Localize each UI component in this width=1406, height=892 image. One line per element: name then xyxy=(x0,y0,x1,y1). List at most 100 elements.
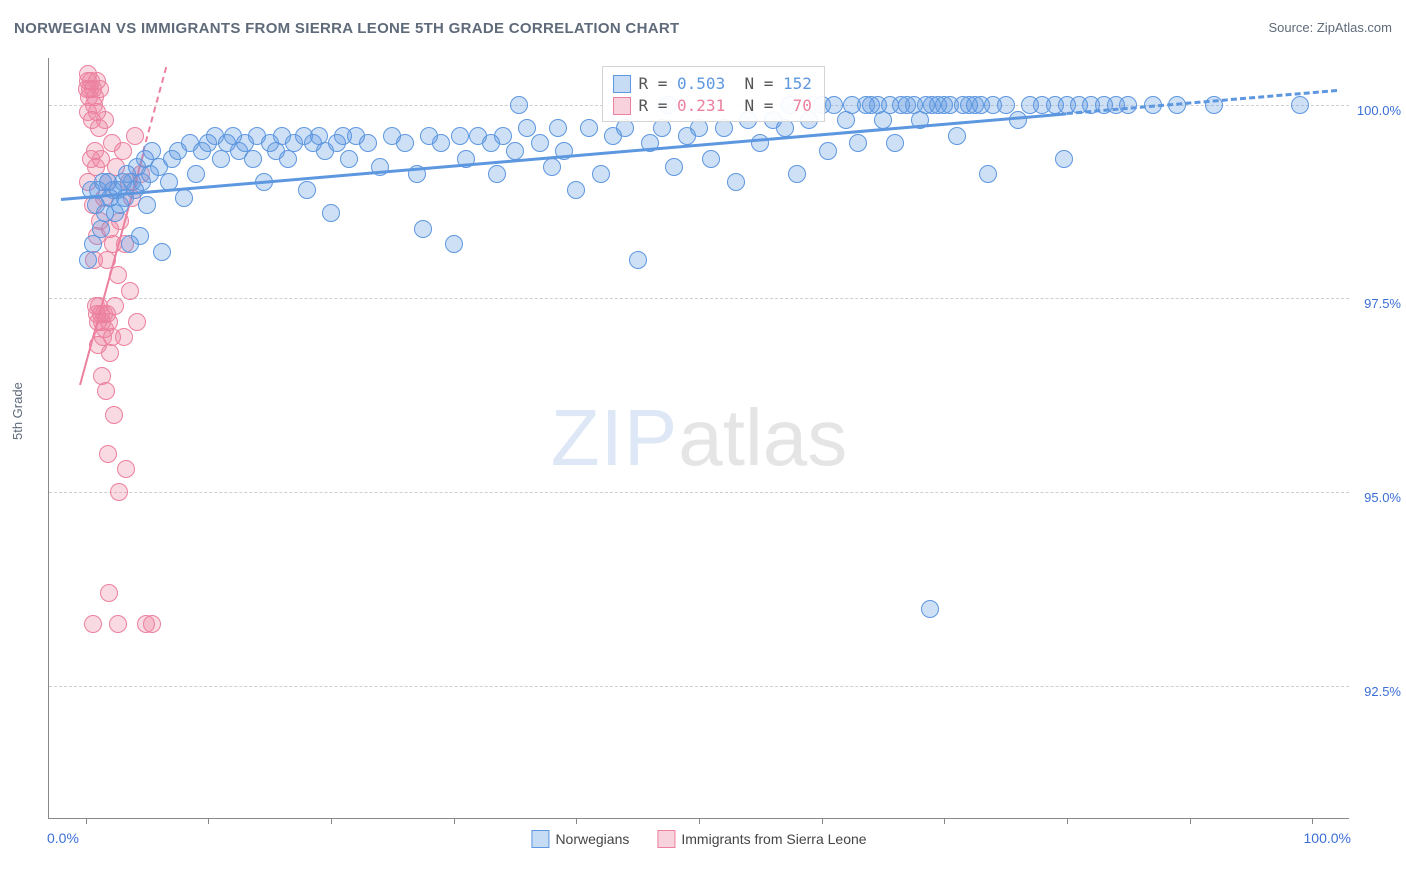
x-tick xyxy=(1312,818,1313,824)
data-point xyxy=(396,134,414,152)
data-point xyxy=(143,615,161,633)
data-point xyxy=(91,80,109,98)
data-point xyxy=(1055,150,1073,168)
data-point xyxy=(543,158,561,176)
gridline-h xyxy=(49,492,1349,493)
data-point xyxy=(837,111,855,129)
data-point xyxy=(948,127,966,145)
data-point xyxy=(886,134,904,152)
legend-label: Immigrants from Sierra Leone xyxy=(681,831,866,847)
x-tick xyxy=(1067,818,1068,824)
legend-item: Norwegians xyxy=(531,830,629,848)
data-point xyxy=(79,251,97,269)
stats-row: R = 0.503 N = 152 xyxy=(613,73,812,95)
x-tick xyxy=(86,818,87,824)
data-point xyxy=(322,204,340,222)
x-tick xyxy=(699,818,700,824)
legend: Norwegians Immigrants from Sierra Leone xyxy=(531,830,866,848)
data-point xyxy=(921,600,939,618)
chart-header: NORWEGIAN VS IMMIGRANTS FROM SIERRA LEON… xyxy=(14,20,1392,44)
watermark: ZIPatlas xyxy=(551,392,847,484)
data-point xyxy=(109,615,127,633)
trend-line xyxy=(142,66,167,152)
data-point xyxy=(175,189,193,207)
series-swatch xyxy=(613,97,631,115)
data-point xyxy=(665,158,683,176)
data-point xyxy=(114,142,132,160)
data-point xyxy=(110,483,128,501)
stats-row: R = 0.231 N = 70 xyxy=(613,95,812,117)
data-point xyxy=(874,111,892,129)
data-point xyxy=(788,165,806,183)
data-point xyxy=(100,584,118,602)
data-point xyxy=(105,406,123,424)
data-point xyxy=(445,235,463,253)
data-point xyxy=(244,150,262,168)
source-name: ZipAtlas.com xyxy=(1317,20,1392,35)
y-tick-label: 100.0% xyxy=(1353,103,1401,118)
data-point xyxy=(128,313,146,331)
data-point xyxy=(592,165,610,183)
data-point xyxy=(580,119,598,137)
data-point xyxy=(117,460,135,478)
legend-item: Immigrants from Sierra Leone xyxy=(657,830,866,848)
stats-text: R = 0.231 N = 70 xyxy=(639,95,812,117)
data-point xyxy=(494,127,512,145)
data-point xyxy=(138,196,156,214)
source-prefix: Source: xyxy=(1268,20,1316,35)
watermark-zip: ZIP xyxy=(551,393,678,482)
data-point xyxy=(567,181,585,199)
data-point xyxy=(488,165,506,183)
x-tick xyxy=(454,818,455,824)
y-tick-label: 97.5% xyxy=(1353,296,1401,311)
data-point xyxy=(1291,96,1309,114)
x-tick xyxy=(331,818,332,824)
series-swatch xyxy=(531,830,549,848)
data-point xyxy=(1119,96,1137,114)
y-tick-label: 95.0% xyxy=(1353,490,1401,505)
data-point xyxy=(629,251,647,269)
data-point xyxy=(101,344,119,362)
source-credit: Source: ZipAtlas.com xyxy=(1268,20,1392,35)
data-point xyxy=(298,181,316,199)
x-min-label: 0.0% xyxy=(47,830,79,846)
data-point xyxy=(279,150,297,168)
data-point xyxy=(131,227,149,245)
data-point xyxy=(979,165,997,183)
x-max-label: 100.0% xyxy=(1304,830,1351,846)
y-tick-label: 92.5% xyxy=(1353,684,1401,699)
data-point xyxy=(84,235,102,253)
data-point xyxy=(531,134,549,152)
series-swatch xyxy=(613,75,631,93)
data-point xyxy=(414,220,432,238)
watermark-atlas: atlas xyxy=(678,393,847,482)
data-point xyxy=(819,142,837,160)
data-point xyxy=(727,173,745,191)
x-tick xyxy=(822,818,823,824)
series-swatch xyxy=(657,830,675,848)
y-axis-label: 5th Grade xyxy=(10,382,25,440)
data-point xyxy=(92,220,110,238)
x-tick xyxy=(944,818,945,824)
data-point xyxy=(212,150,230,168)
data-point xyxy=(510,96,528,114)
chart-title: NORWEGIAN VS IMMIGRANTS FROM SIERRA LEON… xyxy=(14,20,679,37)
data-point xyxy=(506,142,524,160)
x-tick xyxy=(208,818,209,824)
data-point xyxy=(106,297,124,315)
stats-box: R = 0.503 N = 152R = 0.231 N = 70 xyxy=(602,66,825,122)
data-point xyxy=(97,382,115,400)
legend-label: Norwegians xyxy=(555,831,629,847)
data-point xyxy=(702,150,720,168)
gridline-h xyxy=(49,298,1349,299)
data-point xyxy=(121,282,139,300)
data-point xyxy=(359,134,377,152)
data-point xyxy=(99,445,117,463)
data-point xyxy=(126,127,144,145)
x-tick xyxy=(576,818,577,824)
stats-text: R = 0.503 N = 152 xyxy=(639,73,812,95)
data-point xyxy=(153,243,171,261)
data-point xyxy=(96,111,114,129)
data-point xyxy=(187,165,205,183)
data-point xyxy=(549,119,567,137)
